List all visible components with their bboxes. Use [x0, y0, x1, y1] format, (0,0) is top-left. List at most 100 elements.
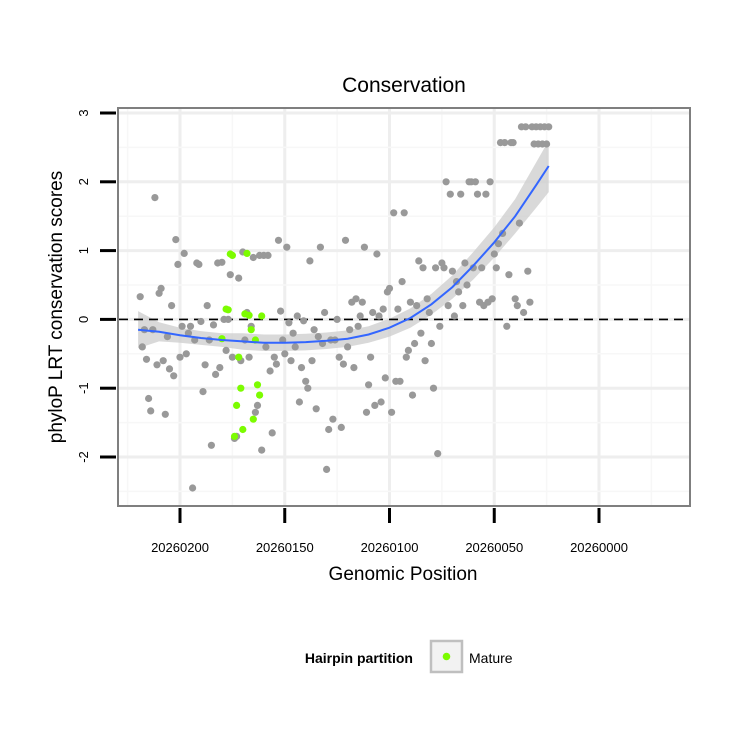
data-point	[281, 350, 289, 358]
data-point	[333, 315, 341, 323]
data-point	[362, 408, 371, 416]
data-point	[367, 353, 375, 361]
data-point	[417, 329, 425, 337]
data-point	[406, 298, 414, 306]
y-axis: -2 -1 0 1 2 3	[76, 109, 116, 463]
plot-panel	[117, 107, 691, 507]
data-point	[316, 243, 324, 251]
data-point	[272, 360, 280, 368]
x-tick-label: 20260000	[570, 540, 628, 555]
data-point	[492, 264, 500, 272]
grid-lines	[119, 109, 689, 505]
data-point	[138, 343, 146, 351]
data-point	[419, 264, 427, 272]
data-point	[358, 298, 366, 306]
x-tick-label: 20260200	[151, 540, 209, 555]
data-point	[425, 308, 433, 317]
x-axis: 20260200 20260150 20260100 20260050 20260000	[151, 508, 628, 555]
data-point	[513, 302, 521, 310]
data-point	[186, 322, 195, 330]
data-point	[262, 343, 270, 351]
data-point	[511, 295, 519, 303]
data-point	[293, 312, 301, 320]
data-point	[478, 264, 486, 272]
mature-point	[256, 391, 264, 399]
data-point	[251, 408, 259, 416]
data-point	[274, 236, 283, 244]
y-tick-label: 0	[76, 316, 91, 323]
data-point	[520, 308, 528, 317]
data-point	[402, 353, 410, 361]
x-tick-label: 20260100	[361, 540, 419, 555]
smooth-line-layer	[138, 165, 550, 344]
data-point	[235, 274, 243, 282]
data-point	[178, 322, 186, 330]
confidence-ribbon-layer	[138, 140, 549, 351]
smooth-line	[138, 165, 550, 344]
data-point	[161, 410, 169, 418]
data-point	[310, 326, 318, 334]
data-point	[136, 293, 144, 301]
data-point	[432, 264, 440, 272]
data-point	[212, 370, 220, 378]
data-point	[379, 305, 387, 313]
data-point	[337, 423, 345, 431]
y-axis-label: phyloP LRT conservation scores	[46, 171, 67, 444]
chart-title: Conservation	[342, 74, 466, 97]
data-point	[488, 295, 496, 303]
data-point	[526, 298, 534, 306]
legend: Hairpin partition Mature	[305, 639, 513, 674]
data-point	[201, 361, 209, 369]
data-point	[170, 372, 178, 380]
x-tick-label: 20260150	[256, 540, 314, 555]
data-point	[371, 401, 379, 409]
data-point	[306, 257, 314, 265]
data-point	[226, 271, 234, 279]
legend-key-mature	[442, 652, 451, 661]
mature-point	[233, 401, 241, 409]
data-point	[427, 339, 435, 348]
data-point	[515, 219, 524, 227]
data-point	[224, 315, 232, 323]
data-point	[147, 407, 155, 415]
data-point	[455, 288, 463, 296]
data-point	[287, 357, 295, 365]
data-point	[165, 365, 174, 373]
scatter-points	[136, 123, 553, 492]
data-point	[444, 302, 452, 310]
mature-point	[245, 311, 253, 319]
data-point	[505, 271, 513, 279]
data-point	[195, 260, 203, 268]
mature-point	[235, 353, 243, 361]
data-point	[446, 190, 454, 198]
data-point	[396, 377, 404, 385]
data-point	[302, 377, 310, 385]
data-point	[365, 381, 373, 389]
data-point	[218, 258, 226, 266]
mature-point	[218, 335, 226, 343]
data-point	[494, 240, 502, 248]
data-point	[522, 123, 530, 131]
data-point	[390, 209, 398, 217]
data-point	[145, 394, 153, 403]
data-point	[341, 236, 350, 244]
data-point	[153, 361, 161, 369]
x-axis-label: Genomic Position	[329, 564, 478, 585]
data-point	[253, 401, 262, 409]
data-point	[545, 123, 553, 131]
y-tick-label: 2	[76, 178, 91, 185]
data-point	[304, 384, 312, 392]
data-point	[291, 343, 299, 351]
data-point	[197, 317, 205, 326]
data-point	[524, 267, 532, 275]
data-point	[459, 302, 467, 310]
data-point	[461, 259, 469, 267]
data-point	[354, 322, 362, 330]
data-point	[285, 319, 293, 327]
data-point	[429, 384, 438, 392]
data-point	[268, 429, 276, 437]
data-point	[360, 243, 368, 251]
data-point	[381, 374, 389, 382]
data-point	[408, 391, 417, 399]
